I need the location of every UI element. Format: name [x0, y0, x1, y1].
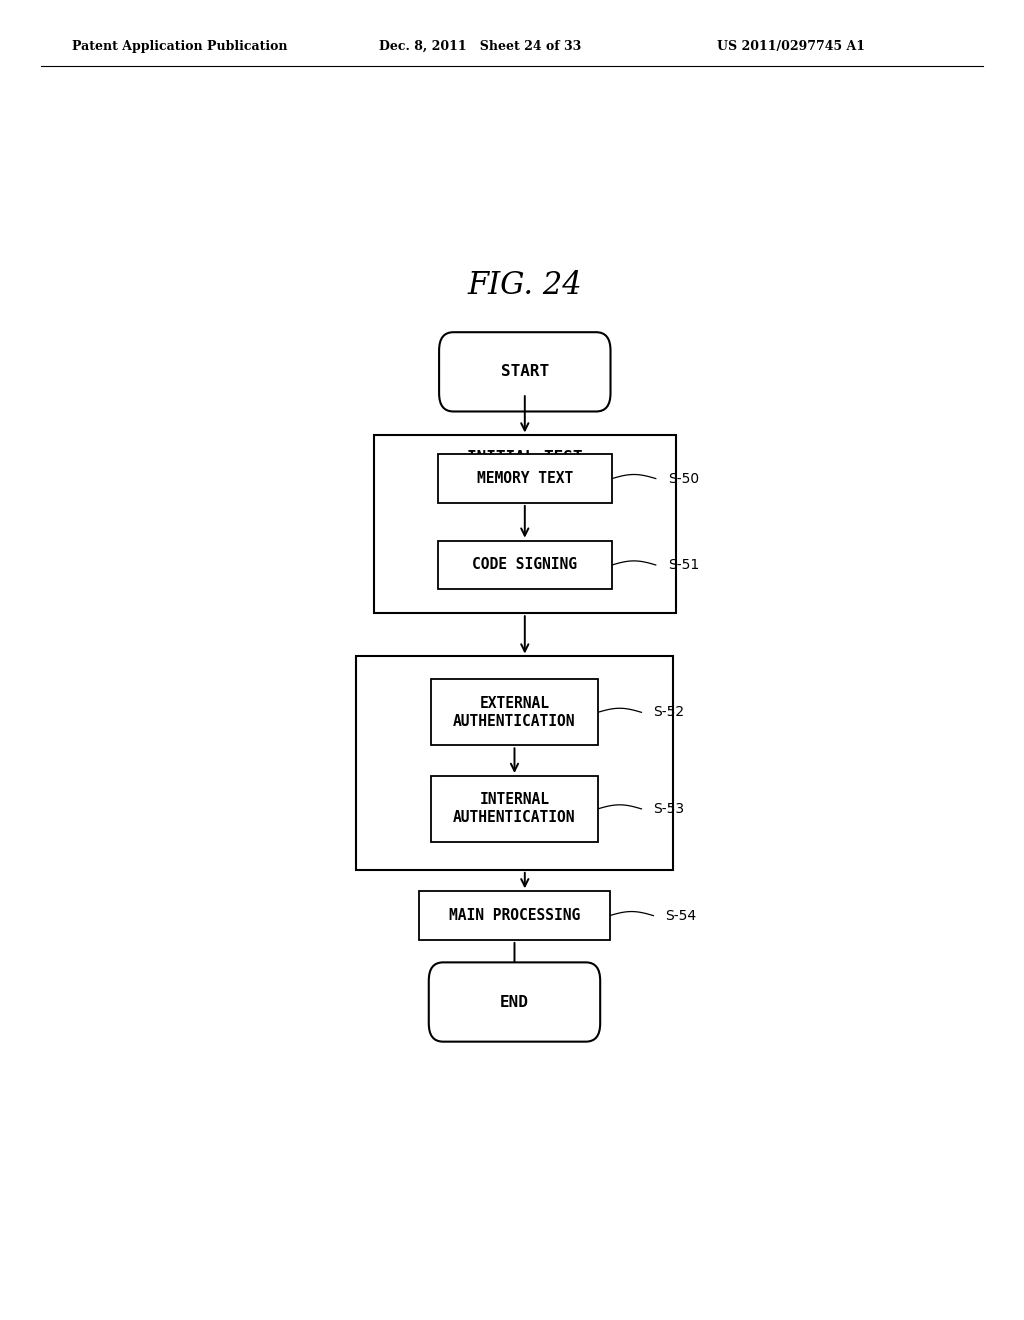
FancyBboxPatch shape: [429, 962, 600, 1041]
FancyBboxPatch shape: [439, 333, 610, 412]
Bar: [431, 776, 598, 842]
Bar: [437, 454, 612, 503]
Text: MUTUAL
AUTHENTICATION: MUTUAL AUTHENTICATION: [447, 686, 582, 719]
Text: START: START: [501, 364, 549, 379]
Text: US 2011/0297745 A1: US 2011/0297745 A1: [717, 40, 865, 53]
Text: S-54: S-54: [666, 908, 696, 923]
Bar: [437, 541, 612, 589]
Text: INITIAL TEST: INITIAL TEST: [467, 450, 583, 465]
Text: MEMORY TEXT: MEMORY TEXT: [477, 471, 572, 486]
Text: S-50: S-50: [668, 471, 698, 486]
Text: CODE SIGNING: CODE SIGNING: [472, 557, 578, 573]
Bar: [355, 656, 673, 870]
Text: Patent Application Publication: Patent Application Publication: [72, 40, 287, 53]
Text: EXTERNAL
AUTHENTICATION: EXTERNAL AUTHENTICATION: [454, 696, 575, 729]
Text: MAIN PROCESSING: MAIN PROCESSING: [449, 908, 581, 923]
Text: Dec. 8, 2011   Sheet 24 of 33: Dec. 8, 2011 Sheet 24 of 33: [379, 40, 582, 53]
Text: S-51: S-51: [668, 558, 699, 572]
Bar: [431, 680, 598, 746]
Text: END: END: [500, 994, 529, 1010]
Text: FIG. 24: FIG. 24: [468, 271, 582, 301]
Bar: [419, 891, 609, 940]
Text: S-53: S-53: [653, 801, 684, 816]
Text: S-52: S-52: [653, 705, 684, 719]
Bar: [374, 436, 676, 614]
Text: INTERNAL
AUTHENTICATION: INTERNAL AUTHENTICATION: [454, 792, 575, 825]
